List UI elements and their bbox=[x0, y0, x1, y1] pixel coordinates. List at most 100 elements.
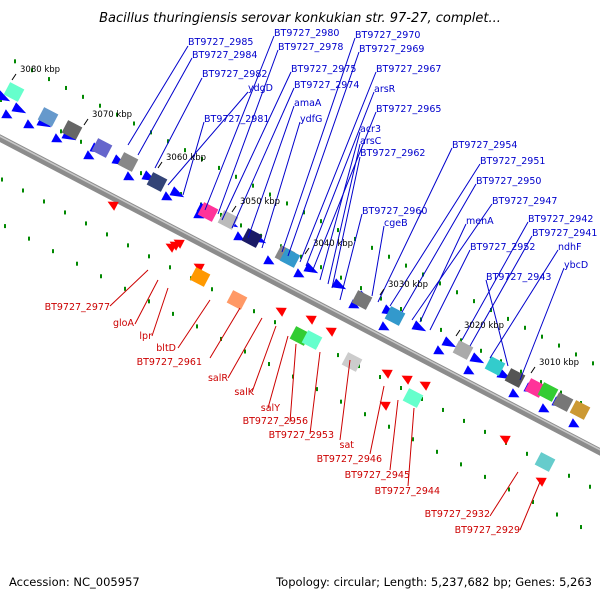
gene-label-bottom: sat bbox=[340, 440, 355, 451]
gene-label-bottom: BT9727_2945 bbox=[345, 470, 410, 481]
tick-dot bbox=[388, 424, 390, 429]
forward-gene-arrow bbox=[378, 321, 390, 331]
leader-line-blue bbox=[154, 77, 203, 169]
gene-label-top: acr3 bbox=[360, 124, 381, 135]
feature-box bbox=[452, 340, 474, 360]
tick-dot bbox=[560, 390, 562, 395]
tick-dot bbox=[220, 212, 222, 217]
gene-label-top: BT9727_2951 bbox=[480, 156, 545, 167]
tick-dot bbox=[252, 183, 254, 188]
feature-box bbox=[537, 382, 559, 402]
leader-line-red bbox=[267, 335, 289, 409]
leader-line-blue bbox=[182, 121, 205, 196]
leader-line-blue bbox=[489, 249, 559, 359]
feature-box bbox=[279, 248, 301, 268]
leader-line-blue bbox=[231, 87, 295, 229]
gene-label-top: ndhF bbox=[558, 242, 582, 253]
leader-line-blue bbox=[401, 183, 477, 313]
tick-dot bbox=[148, 299, 150, 304]
tick-dot bbox=[124, 286, 126, 291]
gene-label-bottom: bltD bbox=[156, 343, 176, 354]
reverse-gene-arrow bbox=[165, 243, 177, 253]
tick-dot bbox=[508, 487, 510, 492]
tick-dot bbox=[337, 353, 339, 358]
tick-dot bbox=[100, 274, 102, 279]
leader-line-blue bbox=[331, 156, 361, 289]
tick-dot bbox=[133, 121, 135, 126]
tick-dot bbox=[340, 275, 342, 280]
leader-line-blue bbox=[137, 57, 193, 156]
tick-dot bbox=[106, 232, 108, 237]
leader-line-red bbox=[209, 307, 241, 359]
forward-gene-arrow bbox=[348, 299, 360, 309]
forward-gene-arrow bbox=[331, 278, 347, 290]
tick-dot bbox=[201, 157, 203, 162]
tick-dot bbox=[64, 210, 66, 215]
tick-dots bbox=[0, 59, 594, 530]
kbp-tick-mark bbox=[530, 366, 536, 374]
gene-label-top: menA bbox=[466, 216, 494, 227]
tick-dot bbox=[412, 437, 414, 442]
leader-line-blue bbox=[305, 91, 375, 267]
kbp-tick-mark bbox=[455, 329, 461, 337]
kbp-ticks: 3080 kbp 3070 kbp 3060 kbp 3050 kbp 3040 kbp… bbox=[11, 65, 579, 374]
leader-line-red bbox=[134, 279, 159, 325]
tick-dot bbox=[303, 210, 305, 215]
forward-gene-arrow bbox=[469, 352, 485, 364]
gene-label-bottom: BT9727_2961 bbox=[137, 357, 202, 368]
tick-dot bbox=[532, 499, 534, 504]
feature-box bbox=[351, 290, 373, 310]
kbp-tick-mark bbox=[231, 205, 237, 213]
gene-label-top: BT9727_2978 bbox=[278, 42, 343, 53]
tick-dot bbox=[337, 228, 339, 233]
forward-gene-arrow bbox=[263, 255, 275, 265]
tick-dot bbox=[442, 407, 444, 412]
gene-label-bottom: BT9727_2956 bbox=[243, 416, 308, 427]
gene-label-top: BT9727_2970 bbox=[355, 30, 420, 41]
leader-line-blue bbox=[299, 71, 377, 263]
leader-line-blue bbox=[389, 163, 481, 307]
tick-dot bbox=[169, 265, 171, 270]
tick-dot bbox=[76, 261, 78, 266]
gene-label-bottom: salY bbox=[261, 403, 280, 414]
gene-label-top: BT9727_2954 bbox=[452, 140, 517, 151]
tick-dot bbox=[422, 272, 424, 277]
tick-dot bbox=[300, 254, 302, 259]
tick-dot bbox=[218, 165, 220, 170]
kbp-tick-label: 3060 kbp bbox=[166, 153, 206, 163]
forward-gene-arrow bbox=[293, 268, 305, 278]
leader-line-blue bbox=[167, 91, 249, 186]
tick-dot bbox=[556, 512, 558, 517]
feature-box bbox=[552, 392, 574, 412]
feature-box bbox=[3, 82, 25, 102]
leader-line-blue bbox=[377, 147, 453, 303]
feature-box bbox=[91, 138, 113, 158]
feature-box bbox=[189, 267, 211, 287]
tick-dot bbox=[405, 263, 407, 268]
leader-line-blue bbox=[204, 35, 275, 211]
forward-gene-arrow bbox=[538, 403, 550, 413]
tick-dot bbox=[1, 177, 3, 182]
leader-line-blue bbox=[247, 105, 295, 239]
tick-dot bbox=[0, 98, 2, 102]
leader-line-red bbox=[339, 359, 351, 441]
tick-dot bbox=[268, 362, 270, 367]
tick-dot bbox=[167, 139, 169, 144]
kbp-tick-label: 3070 kbp bbox=[92, 110, 132, 120]
leader-line-red bbox=[227, 317, 263, 379]
tick-dot bbox=[440, 327, 442, 332]
map-title: Bacillus thuringiensis serovar konkukian… bbox=[99, 11, 501, 26]
tick-dot bbox=[320, 219, 322, 224]
gene-label-bottom: salK bbox=[234, 387, 254, 398]
reverse-gene-arrow bbox=[305, 315, 317, 325]
tick-dot bbox=[172, 311, 174, 316]
tick-dot bbox=[360, 286, 362, 291]
tick-dot bbox=[320, 265, 322, 270]
tick-dot bbox=[240, 223, 242, 228]
forward-gene-arrow bbox=[161, 191, 173, 201]
forward-gene-arrow bbox=[1, 109, 13, 119]
gene-label-top: BT9727_2982 bbox=[202, 69, 267, 80]
tick-dot bbox=[456, 290, 458, 295]
tick-dot bbox=[22, 188, 24, 193]
gene-label-top: BT9727_2981 bbox=[204, 114, 269, 125]
